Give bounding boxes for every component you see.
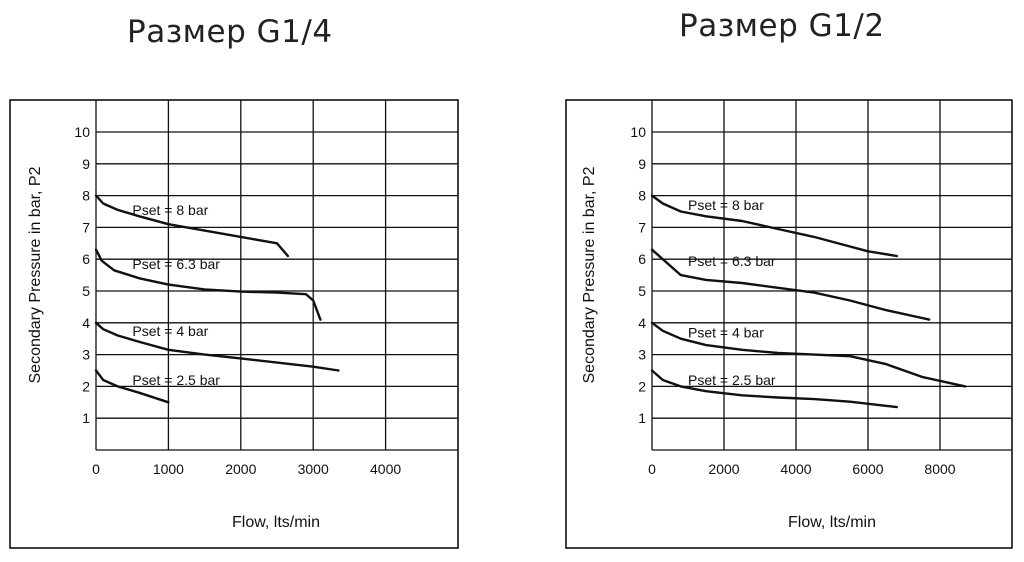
x-tick-label: 4000 [370, 461, 401, 477]
y-tick-label: 1 [82, 410, 90, 426]
series-label: Pset = 4 bar [132, 323, 208, 339]
series-label: Pset = 8 bar [132, 202, 208, 218]
series-label: Pset = 2.5 bar [132, 372, 220, 388]
y-tick-label: 3 [82, 347, 90, 363]
chart-title-g12: Размер G1/2 [679, 8, 885, 44]
y-tick-label: 7 [82, 219, 90, 235]
y-tick-label: 5 [82, 283, 90, 299]
y-axis-label: Secondary Pressure in bar, P2 [27, 166, 44, 383]
plot-frame [9, 99, 459, 549]
x-tick-label: 0 [92, 461, 100, 477]
y-tick-label: 9 [82, 156, 90, 172]
y-tick-label: 2 [82, 378, 90, 394]
y-tick-label: 10 [74, 124, 90, 140]
y-tick-label: 6 [82, 251, 90, 267]
y-tick-label: 8 [82, 188, 90, 204]
series-label: Pset = 6.3 bar [132, 256, 220, 272]
x-axis-label: Flow, lts/min [232, 514, 320, 531]
y-tick-label: 4 [82, 315, 90, 331]
series-line [94, 369, 170, 404]
series-line [94, 248, 322, 321]
series-line [94, 194, 290, 258]
x-tick-label: 1000 [153, 461, 184, 477]
x-tick-label: 3000 [298, 461, 329, 477]
series-line [94, 321, 340, 372]
x-tick-label: 2000 [225, 461, 256, 477]
chart-title-g14: Размер G1/4 [127, 14, 333, 50]
